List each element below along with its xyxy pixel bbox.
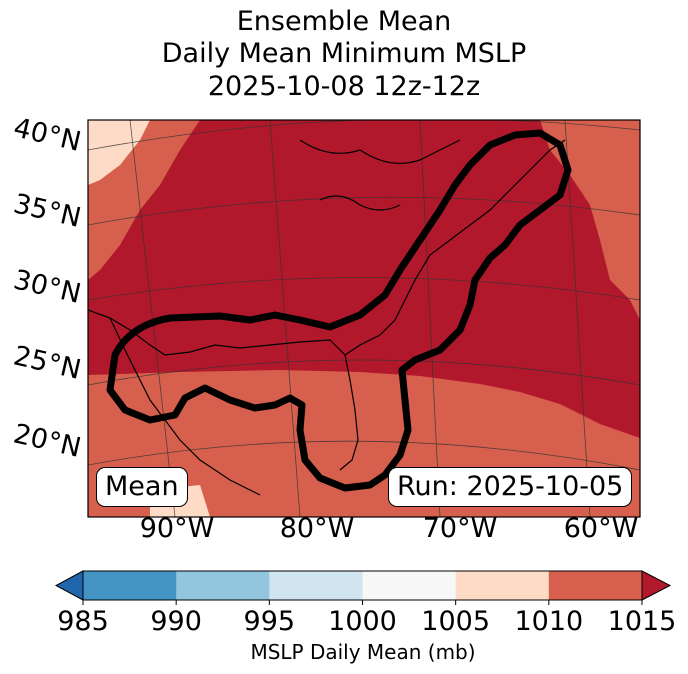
mean-contour [106,129,572,492]
colorbar-tick-label-1005: 1005 [421,606,491,637]
colorbar-tick-label-1000: 1000 [328,606,397,637]
colorbar-tick-label-990: 990 [150,606,202,637]
lon-label-80: 80°W [279,513,355,544]
colorbar-segment-1010 [548,571,643,600]
mean-label-box: Mean [96,467,188,507]
colorbar-tick-label-995: 995 [243,606,296,637]
colorbar-segment-995 [269,571,363,600]
chart-title-line1: Ensemble Mean [236,6,452,37]
colorbar-segment-985 [83,571,177,600]
lon-label-70: 70°W [422,513,498,544]
region-1005-nw [88,120,150,185]
colorbar-tick-label-1010: 1010 [514,606,584,637]
lon-label-90: 90°W [139,513,215,544]
colorbar-segment-990 [176,571,270,600]
colorbar-tick-label-1015: 1015 [607,606,677,637]
lon-label-60: 60°W [563,513,639,544]
colorbar-tick-label-985: 985 [57,606,109,637]
colorbar-extend-low [54,570,84,601]
colorbar-segment-1005 [455,571,550,600]
colorbar-label: MSLP Daily Mean (mb) [250,640,476,664]
colorbar-segment-1000 [362,571,457,600]
map-frame [87,119,641,518]
run-label-box: Run: 2025-10-05 [388,467,633,507]
colorbar-extend-high [641,570,672,601]
chart-title-line2: Daily Mean Minimum MSLP [161,38,527,69]
chart-title-line3: 2025-10-08 12z-12z [207,71,481,102]
region-1010-east [540,120,640,320]
